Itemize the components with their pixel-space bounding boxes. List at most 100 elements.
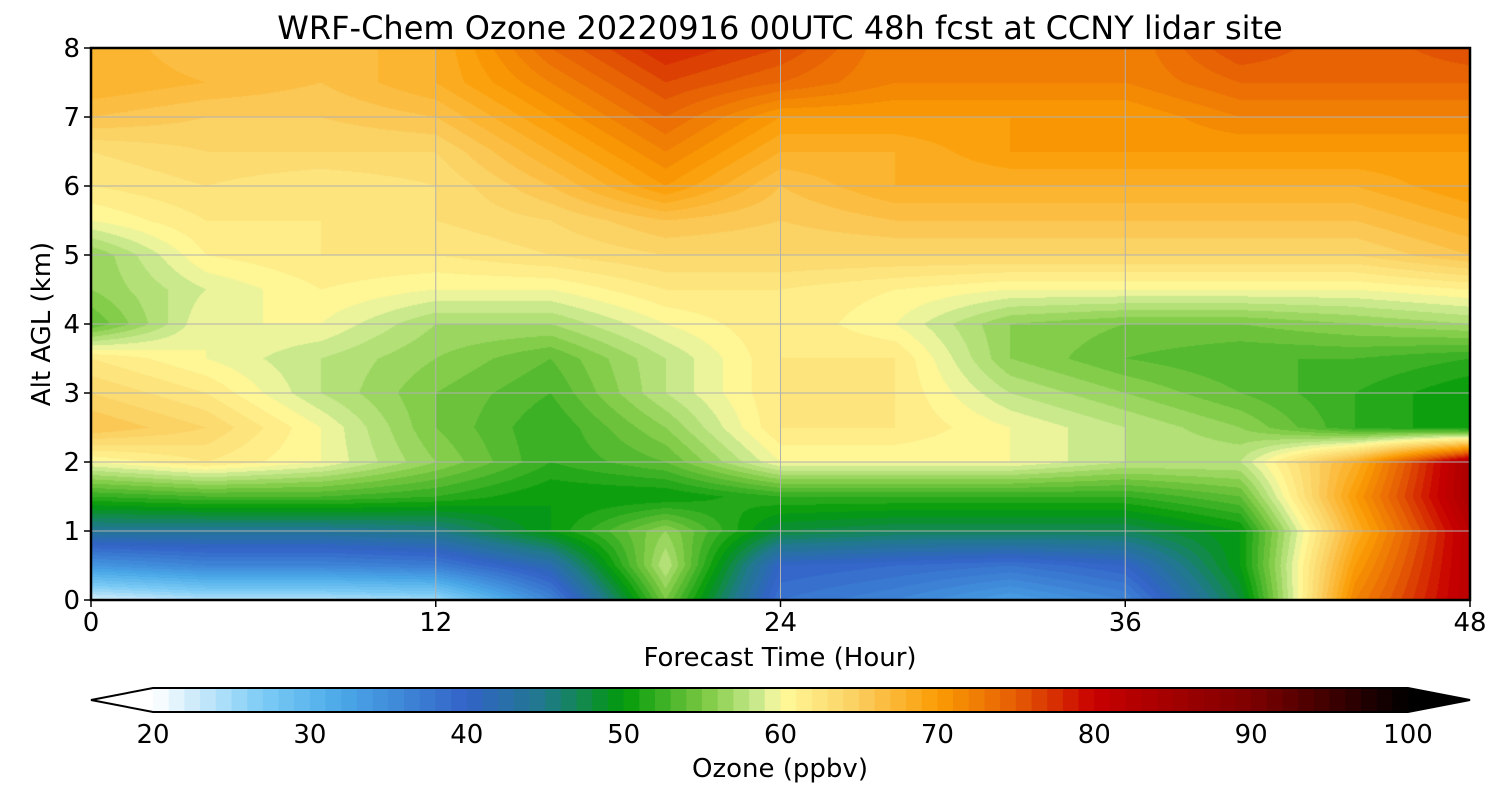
colorbar-segment xyxy=(1376,688,1393,712)
x-tick-label: 24 xyxy=(764,608,797,638)
colorbar-segment xyxy=(827,688,844,712)
colorbar-segment xyxy=(404,688,421,712)
colorbar-segment xyxy=(576,688,593,712)
colorbar-segment xyxy=(1360,688,1378,712)
colorbar-segment xyxy=(435,688,452,712)
y-tick-label: 1 xyxy=(63,517,80,547)
colorbar-tick-label: 100 xyxy=(1383,720,1433,750)
colorbar-segment xyxy=(733,688,750,712)
colorbar-segment xyxy=(749,688,766,712)
y-tick-label: 3 xyxy=(63,379,80,409)
colorbar-segment xyxy=(764,688,782,712)
colorbar-segment xyxy=(309,688,327,712)
colorbar-segment xyxy=(921,688,938,712)
colorbar-segment xyxy=(655,688,672,712)
colorbar-segment xyxy=(294,688,311,712)
colorbar-segment xyxy=(1188,688,1205,712)
colorbar-segment xyxy=(341,688,358,712)
colorbar-segment xyxy=(1313,688,1331,712)
x-tick-label: 36 xyxy=(1109,608,1142,638)
colorbar-segment xyxy=(168,688,185,712)
colorbar-segment xyxy=(153,688,170,712)
y-tick-label: 7 xyxy=(63,103,80,133)
colorbar-segment xyxy=(796,688,813,712)
colorbar-extend-low xyxy=(91,688,153,712)
colorbar-segment xyxy=(1000,688,1017,712)
colorbar-segment xyxy=(247,688,264,712)
colorbar-segment xyxy=(482,688,499,712)
colorbar-segment xyxy=(1062,688,1080,712)
colorbar-tick-label: 40 xyxy=(450,720,483,750)
colorbar-segment xyxy=(215,688,233,712)
colorbar-segment xyxy=(874,688,891,712)
colorbar-segment xyxy=(670,688,687,712)
colorbar-segment xyxy=(686,688,703,712)
colorbar-segment xyxy=(560,688,578,712)
colorbar-segment xyxy=(545,688,562,712)
colorbar-segment xyxy=(262,688,280,712)
colorbar-segment xyxy=(356,688,374,712)
colorbar-segment xyxy=(1329,688,1346,712)
y-axis-label: Alt AGL (km) xyxy=(27,242,57,406)
colorbar-segment xyxy=(1282,688,1299,712)
colorbar-segment xyxy=(200,688,217,712)
chart-title: WRF-Chem Ozone 20220916 00UTC 48h fcst a… xyxy=(277,9,1282,47)
colorbar-segment xyxy=(1125,688,1142,712)
colorbar-segment xyxy=(1235,688,1252,712)
colorbar-tick-label: 80 xyxy=(1078,720,1111,750)
colorbar-tick-label: 60 xyxy=(764,720,797,750)
colorbar-tick-label: 50 xyxy=(607,720,640,750)
colorbar-segment xyxy=(592,688,609,712)
colorbar-segment xyxy=(607,688,625,712)
colorbar-extend-high xyxy=(1408,688,1470,712)
colorbar-segment xyxy=(984,688,1001,712)
colorbar-segment xyxy=(1047,688,1064,712)
colorbar-segment xyxy=(372,688,389,712)
x-tick-label: 0 xyxy=(83,608,100,638)
y-tick-label: 6 xyxy=(63,172,80,202)
colorbar-tick-label: 90 xyxy=(1235,720,1268,750)
colorbar-segment xyxy=(890,688,907,712)
plot-frame xyxy=(89,46,1472,602)
colorbar-segment xyxy=(1345,688,1362,712)
colorbar-segment xyxy=(1392,688,1409,712)
colorbar-segment xyxy=(906,688,923,712)
colorbar-segment xyxy=(937,688,954,712)
colorbar-segment xyxy=(1109,688,1127,712)
colorbar-segment xyxy=(513,688,531,712)
colorbar-tick-label: 20 xyxy=(136,720,169,750)
colorbar-segment xyxy=(1141,688,1158,712)
colorbar-segment xyxy=(1015,688,1033,712)
colorbar-segment xyxy=(702,688,719,712)
colorbar-segment xyxy=(1031,688,1048,712)
x-axis-label: Forecast Time (Hour) xyxy=(643,643,916,673)
colorbar-tick-label: 70 xyxy=(921,720,954,750)
colorbar-segment xyxy=(184,688,201,712)
colorbar-segment xyxy=(451,688,468,712)
colorbar-tick-label: 30 xyxy=(293,720,326,750)
colorbar-segment xyxy=(388,688,405,712)
x-tick-label: 48 xyxy=(1453,608,1486,638)
colorbar-segment xyxy=(1172,688,1189,712)
colorbar-segment xyxy=(843,688,860,712)
x-tick-label: 12 xyxy=(419,608,452,638)
y-tick-label: 5 xyxy=(63,241,80,271)
colorbar-segment xyxy=(1251,688,1268,712)
colorbar-segment xyxy=(811,688,829,712)
colorbar-segment xyxy=(419,688,436,712)
colorbar-segment xyxy=(717,688,735,712)
y-tick-label: 0 xyxy=(63,586,80,616)
colorbar-segment xyxy=(278,688,295,712)
colorbar-outline xyxy=(90,687,1471,713)
colorbar-segment xyxy=(858,688,876,712)
y-tick-label: 4 xyxy=(63,310,80,340)
colorbar-segment xyxy=(325,688,342,712)
colorbar-segment xyxy=(1204,688,1221,712)
colorbar-segment xyxy=(953,688,970,712)
colorbar-segment xyxy=(623,688,640,712)
colorbar-segment xyxy=(968,688,986,712)
colorbar: 20 30 40 50 60 70 80 90 100 xyxy=(90,687,1471,750)
colorbar-segment xyxy=(1266,688,1284,712)
colorbar-segment xyxy=(1157,688,1174,712)
